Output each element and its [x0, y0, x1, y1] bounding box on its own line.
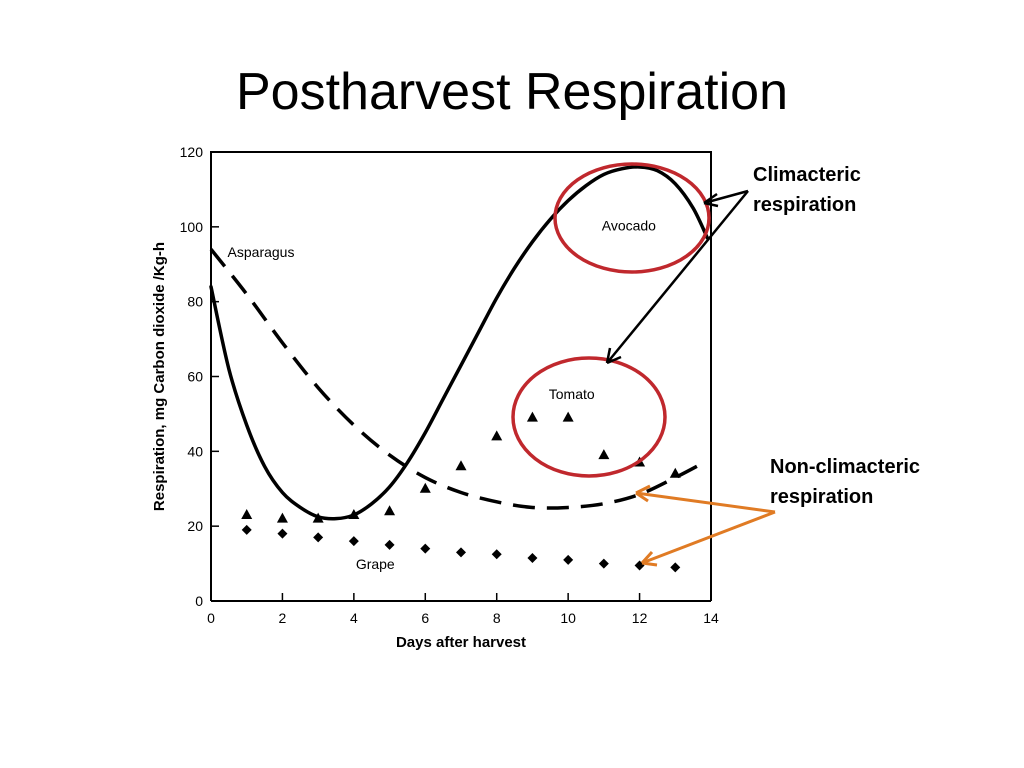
tomato-point	[455, 460, 467, 471]
grape-point	[384, 539, 395, 550]
grape-point	[456, 547, 466, 558]
y-tick-label: 100	[180, 219, 204, 235]
grape-point	[348, 536, 359, 547]
x-tick-label: 4	[350, 610, 358, 626]
grape-point	[598, 558, 609, 569]
climacteric-arrowhead-avocado	[703, 192, 719, 208]
y-tick-label: 80	[187, 294, 203, 310]
climacteric-annotation: Climacteric respiration	[753, 160, 861, 220]
y-tick-label: 0	[195, 593, 203, 609]
grape-series-label: Grape	[356, 556, 395, 572]
tomato-point	[562, 411, 574, 422]
x-tick-label: 14	[703, 610, 719, 626]
x-tick-label: 12	[632, 610, 648, 626]
grape-point	[241, 524, 252, 535]
tomato-point	[419, 482, 431, 493]
grape-point	[491, 549, 502, 560]
non-climacteric-arrowhead-grape	[640, 550, 658, 567]
tomato-point	[348, 508, 360, 519]
avocado-series-line	[209, 165, 710, 521]
tomato-series-label: Tomato	[549, 386, 595, 402]
climacteric-circle-tomato	[511, 356, 667, 478]
climacteric-annotation-line-1: Climacteric	[753, 164, 861, 186]
tomato-point	[598, 449, 610, 460]
asparagus-series-label: Asparagus	[228, 244, 295, 260]
asparagus-series-line	[209, 248, 705, 510]
tomato-point	[241, 508, 253, 519]
non-climacteric-annotation-line-1: Non-climacteric	[770, 456, 921, 478]
tomato-point	[669, 467, 681, 478]
y-tick-label: 60	[187, 369, 203, 385]
x-tick-label: 0	[207, 610, 215, 626]
non-climacteric-annotation-line-2: respiration	[770, 486, 874, 508]
climacteric-circle-avocado	[553, 162, 711, 274]
non-climacteric-annotation: Non-climacteric respiration	[770, 452, 920, 512]
climacteric-annotation-line-2: respiration	[753, 194, 857, 216]
grape-point	[563, 554, 574, 565]
non-climacteric-arrow-asparagus	[635, 491, 776, 514]
climacteric-arrow-avocado	[703, 189, 749, 205]
tomato-point	[276, 512, 288, 523]
grape-point	[277, 528, 288, 539]
y-tick-label: 20	[187, 518, 203, 534]
grape-point	[670, 562, 681, 573]
x-tick-label: 2	[279, 610, 287, 626]
grape-point	[420, 543, 431, 554]
x-tick-label: 6	[421, 610, 429, 626]
grape-point	[527, 552, 538, 563]
tomato-point	[384, 505, 396, 516]
x-tick-label: 8	[493, 610, 501, 626]
tomato-point	[526, 411, 538, 422]
avocado-series-label: Avocado	[602, 218, 656, 234]
non-climacteric-arrowhead-asparagus	[635, 484, 651, 503]
y-axis-label: Respiration, mg Carbon dioxide /Kg-h	[151, 242, 168, 511]
climacteric-arrowhead-tomato	[605, 347, 622, 365]
slide-title: Postharvest Respiration	[235, 63, 789, 121]
x-axis-label: Days after harvest	[396, 634, 526, 651]
non-climacteric-arrow-grape	[641, 510, 776, 565]
x-tick-label: 10	[560, 610, 576, 626]
y-tick-label: 120	[180, 144, 204, 160]
tomato-point	[312, 512, 324, 523]
grape-point	[313, 532, 324, 543]
tomato-point	[491, 430, 503, 441]
y-tick-label: 40	[187, 443, 203, 459]
climacteric-arrow-tomato	[606, 190, 749, 364]
